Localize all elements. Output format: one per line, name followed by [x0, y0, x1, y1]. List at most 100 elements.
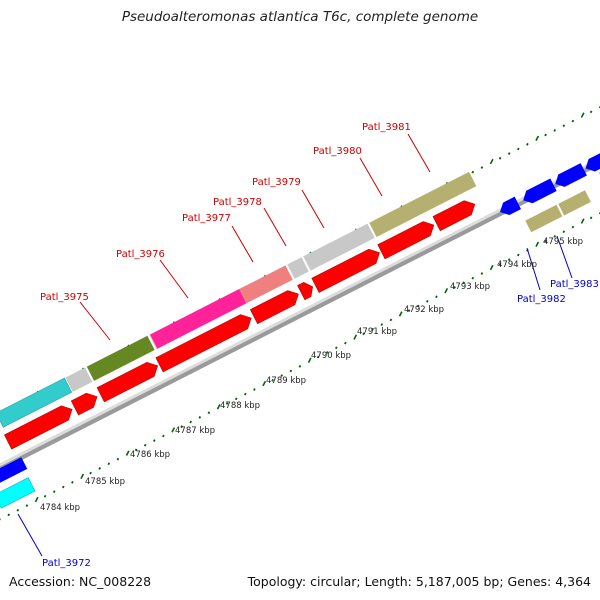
cds-arrow[interactable]	[155, 311, 255, 373]
gene-label-patl-3977[interactable]: Patl_3977	[182, 213, 231, 224]
gene-label-patl-3982[interactable]: Patl_3982	[517, 294, 566, 305]
blue-arrow-left[interactable]	[552, 163, 587, 190]
feature-magenta[interactable]	[150, 289, 247, 349]
minor-tick	[471, 276, 475, 280]
minor-tick	[544, 133, 547, 137]
cyan-feature-left[interactable]	[0, 477, 36, 509]
cds-arrow[interactable]	[297, 280, 317, 301]
minor-tick	[544, 239, 547, 243]
major-tick	[80, 473, 85, 480]
kbp-label: 4784 kbp	[40, 503, 80, 513]
kbp-label: 4793 kbp	[450, 282, 490, 292]
khaki-feature-right[interactable]	[525, 204, 563, 233]
blue-feature-left[interactable]	[0, 457, 28, 484]
minor-tick	[462, 281, 465, 285]
minor-tick	[562, 230, 566, 234]
feature-grey-1[interactable]	[65, 367, 93, 392]
genome-summary-text: Topology: circular; Length: 5,187,005 bp…	[247, 574, 591, 589]
label-line-3975	[79, 301, 111, 341]
minor-tick	[7, 513, 10, 517]
cds-arrow[interactable]	[96, 359, 161, 403]
minor-tick	[389, 318, 393, 322]
blue-arrow-left[interactable]	[520, 178, 557, 207]
minor-tick	[589, 110, 593, 114]
gene-label-patl-3978[interactable]: Patl_3978	[213, 197, 262, 208]
minus-strand-features-right	[497, 151, 600, 233]
minor-tick	[553, 235, 556, 238]
feature-grey-4[interactable]	[303, 223, 375, 271]
kbp-label: 4795 kbp	[543, 237, 583, 247]
minor-tick	[416, 304, 420, 308]
gene-label-patl-3975[interactable]: Patl_3975	[40, 292, 89, 303]
gene-label-patl-3976[interactable]: Patl_3976	[116, 249, 165, 260]
minor-tick	[207, 411, 211, 415]
feature-grey-3[interactable]	[287, 257, 309, 279]
minor-tick	[407, 309, 411, 313]
feature-olive[interactable]	[86, 335, 155, 381]
minor-tick	[280, 374, 283, 377]
kbp-label: 4787 kbp	[175, 426, 215, 436]
minor-tick	[480, 166, 484, 169]
label-line-3976	[159, 259, 189, 299]
minor-tick	[334, 346, 338, 350]
label-line-3980	[359, 157, 383, 197]
minor-tick	[71, 480, 74, 484]
minor-tick	[553, 129, 556, 132]
minor-tick	[134, 448, 138, 452]
minor-tick	[344, 341, 347, 345]
minor-tick	[507, 258, 511, 261]
minor-tick	[471, 170, 475, 174]
label-line-3982	[526, 247, 541, 291]
major-tick	[444, 288, 449, 294]
minor-tick	[61, 485, 65, 489]
major-tick	[535, 241, 540, 248]
khaki-feature-right[interactable]	[558, 190, 591, 216]
label-line-3983	[556, 235, 573, 279]
blue-arrow-left[interactable]	[582, 151, 600, 174]
minor-tick	[152, 439, 156, 442]
minor-tick	[453, 286, 456, 289]
cds-arrow[interactable]	[432, 197, 479, 232]
label-line-3981	[407, 133, 431, 173]
cds-arrow[interactable]	[70, 389, 101, 416]
major-tick	[307, 357, 312, 364]
label-line-3977	[231, 225, 254, 263]
minor-tick	[234, 397, 238, 401]
feature-cyan[interactable]	[0, 377, 73, 428]
cds-arrow[interactable]	[4, 402, 75, 450]
major-tick	[34, 496, 39, 503]
feature-grey-2[interactable]	[149, 334, 158, 350]
gene-label-patl-3983[interactable]: Patl_3983	[550, 279, 599, 290]
minor-tick	[526, 142, 529, 146]
minor-tick	[516, 253, 520, 257]
feature-salmon[interactable]	[239, 265, 293, 304]
minor-tick	[316, 355, 320, 359]
map-title: Pseudoalteromonas atlantica T6c, complet…	[121, 9, 479, 25]
cds-arrow[interactable]	[377, 218, 438, 260]
major-tick	[398, 311, 403, 317]
kbp-label: 4785 kbp	[85, 477, 125, 487]
minor-tick	[325, 351, 329, 354]
minor-tick	[425, 299, 429, 303]
major-tick	[489, 158, 494, 165]
minor-tick	[225, 402, 229, 405]
major-tick	[125, 450, 130, 456]
gene-label-patl-3972[interactable]: Patl_3972	[42, 558, 91, 569]
gene-label-patl-3980[interactable]: Patl_3980	[313, 146, 362, 157]
minor-tick	[143, 443, 147, 447]
minor-tick	[189, 420, 192, 424]
cds-arrow[interactable]	[311, 246, 383, 293]
gene-label-patl-3981[interactable]: Patl_3981	[362, 122, 411, 133]
minor-tick	[571, 225, 575, 229]
gene-label-lines	[17, 133, 573, 557]
cds-arrow[interactable]	[249, 287, 302, 325]
blue-arrow-left[interactable]	[497, 196, 521, 219]
minor-tick	[371, 327, 374, 331]
gene-label-patl-3979[interactable]: Patl_3979	[252, 177, 301, 188]
minus-strand-features-left	[0, 457, 36, 509]
kbp-labels: 4784 kbp 4785 kbp 4786 kbp 4787 kbp 4788…	[40, 237, 583, 513]
major-tick	[535, 135, 540, 142]
feature-khaki[interactable]	[369, 171, 477, 238]
kbp-label: 4794 kbp	[497, 260, 537, 270]
